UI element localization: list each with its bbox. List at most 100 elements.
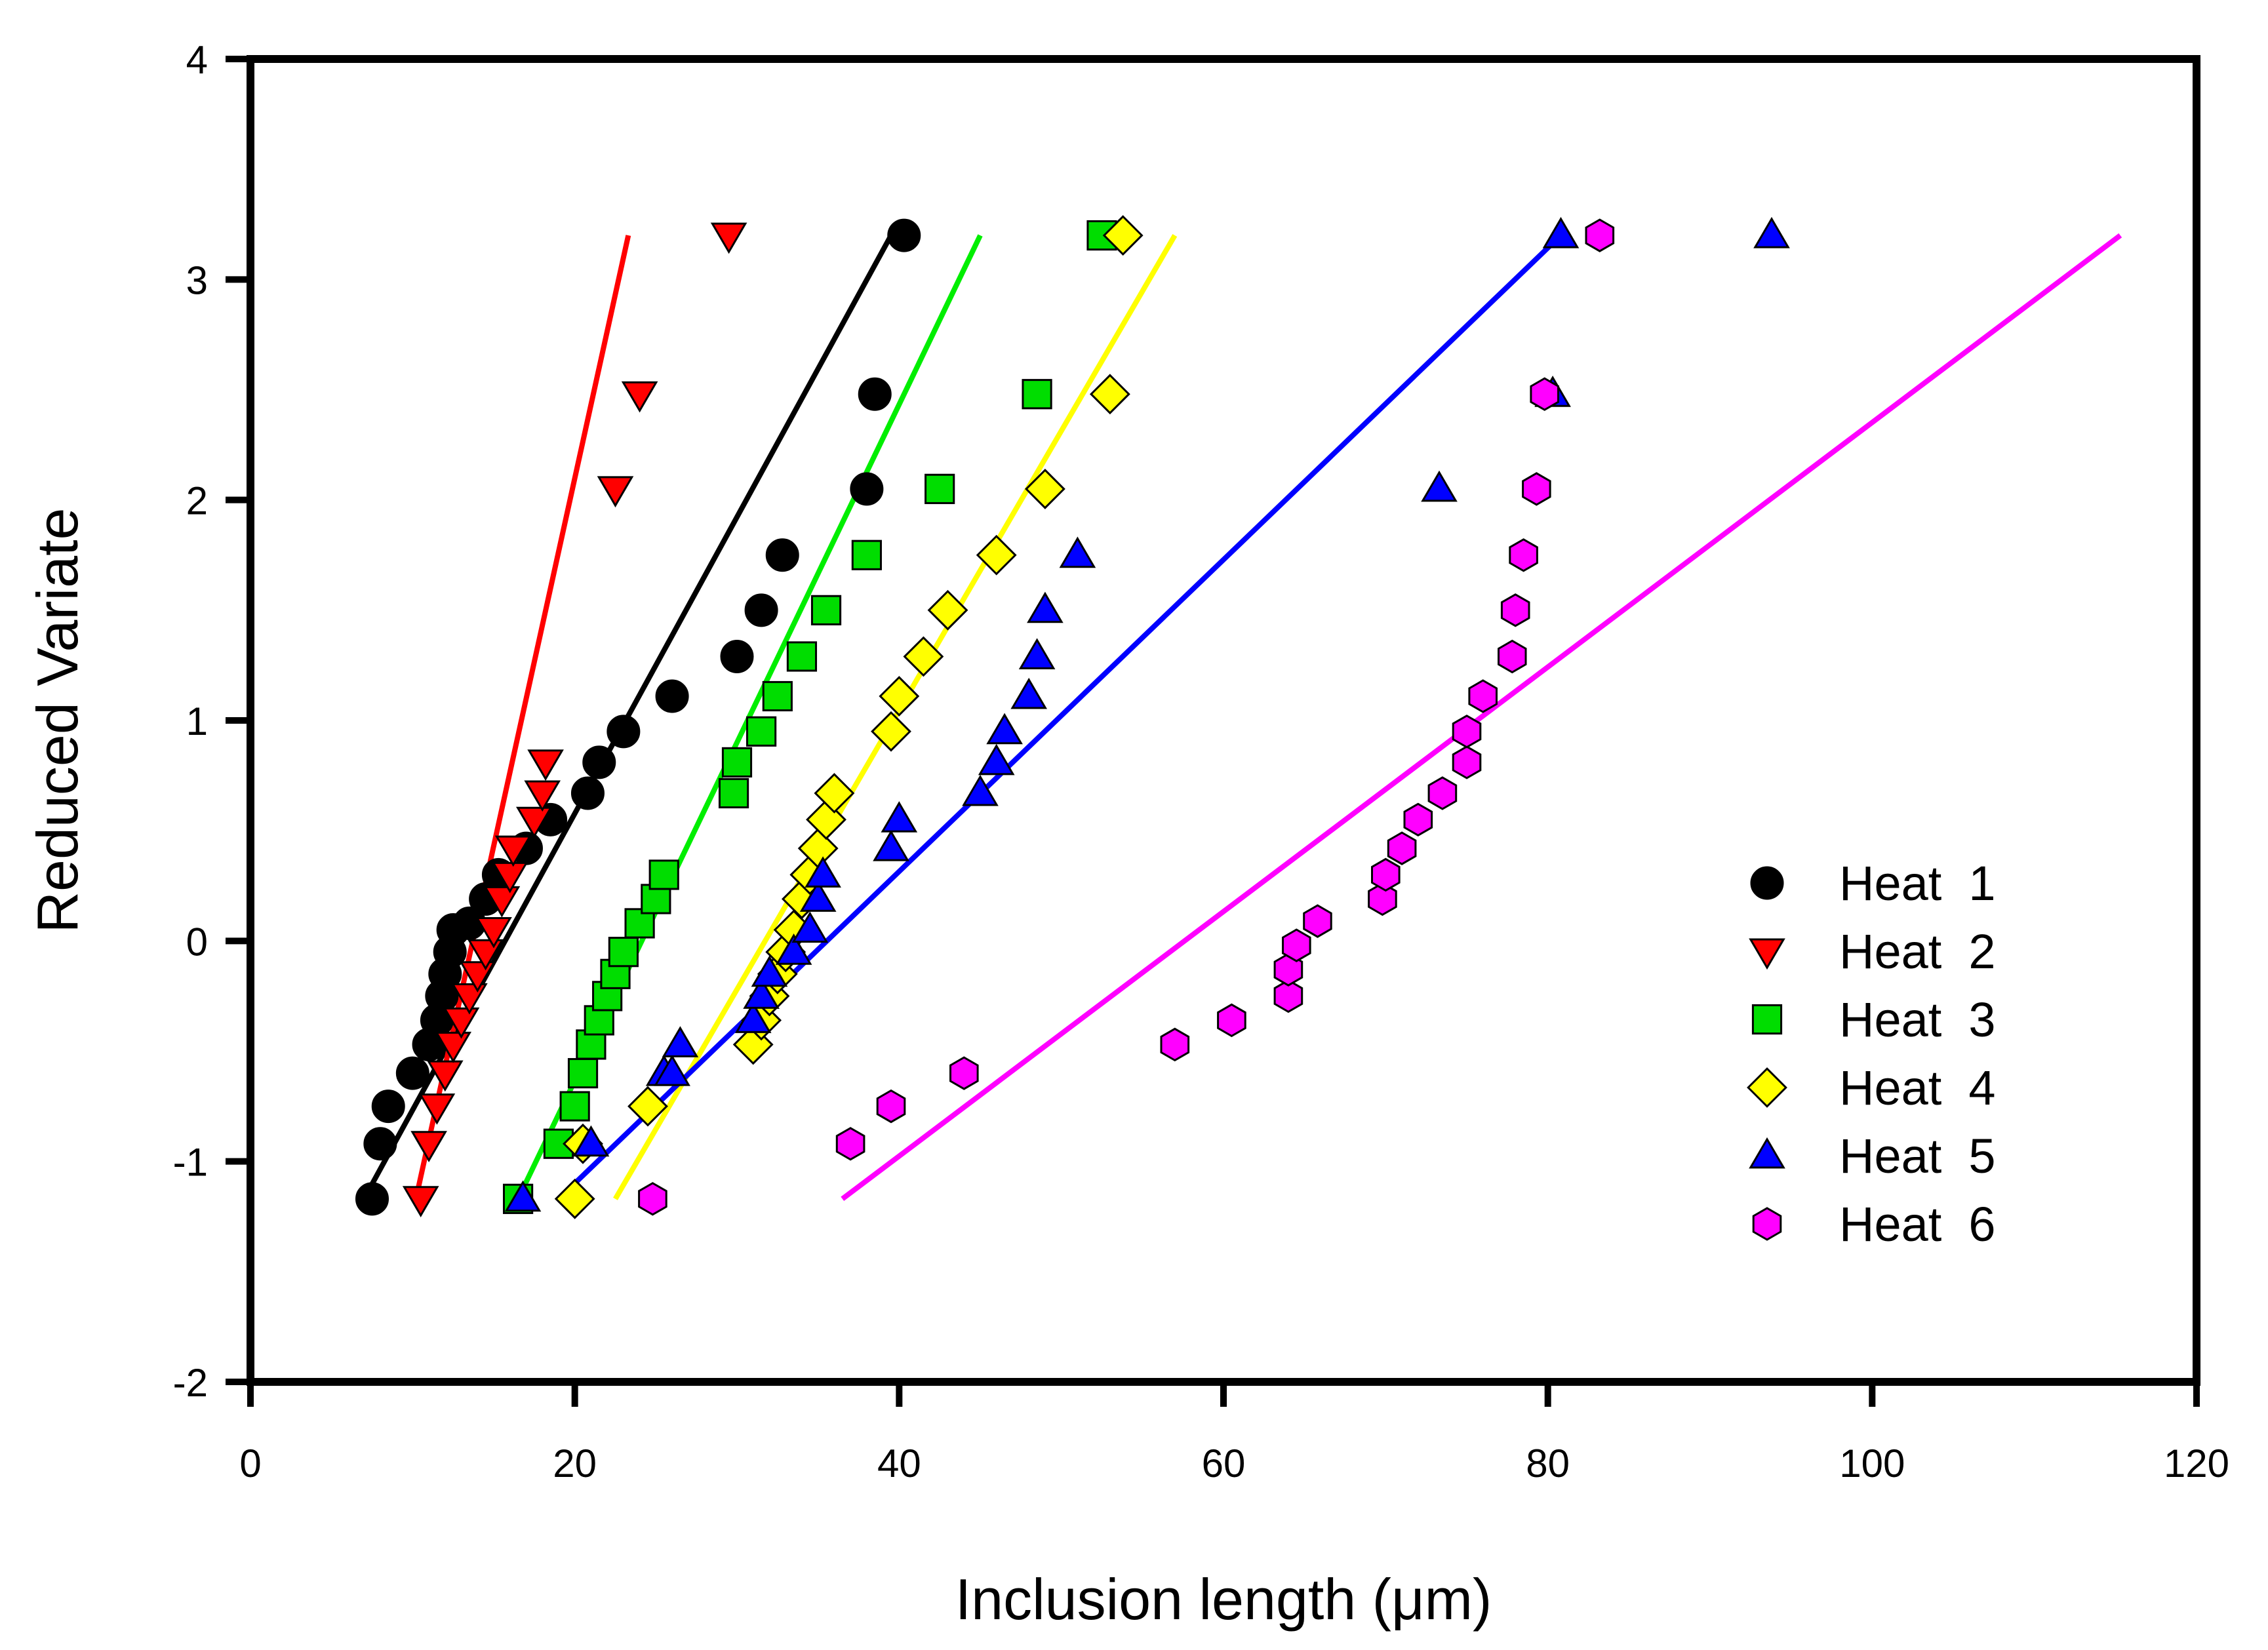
axis-ticks — [226, 56, 2200, 1407]
point-heat-2 — [494, 835, 532, 867]
axis-tick-labels: 0 20 40 60 80 100 120 -2 -1 0 1 2 3 4 — [173, 38, 2229, 1485]
y-tick-label: 1 — [186, 699, 208, 743]
point-heat-3 — [559, 1091, 590, 1122]
x-axis-title: Inclusion length (μm) — [955, 1567, 1492, 1632]
y-tick-label: -1 — [173, 1141, 208, 1185]
point-heat-2 — [524, 780, 561, 812]
point-heat-2 — [621, 381, 658, 413]
point-heat-5 — [873, 829, 909, 861]
point-heat-6 — [1509, 538, 1538, 572]
point-heat-2 — [443, 1007, 480, 1039]
point-heat-3 — [810, 595, 842, 625]
point-heat-6 — [1522, 472, 1551, 506]
point-heat-4 — [1024, 468, 1065, 509]
point-heat-1 — [850, 472, 884, 506]
point-heat-5 — [962, 774, 999, 806]
point-heat-1 — [355, 1182, 389, 1216]
point-heat-4 — [879, 676, 920, 717]
point-heat-1 — [395, 1056, 429, 1090]
point-heat-2 — [710, 222, 747, 254]
point-heat-3 — [851, 540, 882, 570]
point-heat-3 — [762, 680, 793, 712]
point-heat-6 — [1530, 377, 1559, 411]
legend-marker-heat-6 — [1752, 1207, 1782, 1241]
point-heat-2 — [426, 1060, 464, 1092]
point-heat-1 — [887, 218, 921, 252]
x-tick-label: 80 — [1526, 1442, 1570, 1485]
point-heat-4 — [627, 1086, 668, 1127]
legend-label-heat-2: Heat 2 — [1839, 924, 1996, 979]
point-heat-3 — [721, 747, 753, 778]
point-heat-1 — [582, 745, 616, 779]
point-heat-2 — [527, 749, 564, 781]
point-heat-5 — [986, 713, 1023, 745]
point-heat-4 — [554, 1178, 595, 1219]
point-heat-5 — [654, 1054, 690, 1086]
point-heat-2 — [515, 806, 553, 838]
point-heat-5 — [799, 880, 837, 912]
x-tick-label: 0 — [239, 1442, 261, 1485]
point-heat-2 — [491, 861, 528, 894]
x-tick-label: 60 — [1202, 1442, 1246, 1485]
legend: Heat 1 Heat 2 Heat 3 Heat 4 Heat 5 Heat 6 — [1747, 856, 1996, 1251]
point-heat-5 — [1010, 677, 1048, 709]
plot-frame — [247, 55, 2200, 1386]
point-heat-6 — [949, 1056, 979, 1090]
point-heat-3 — [746, 716, 777, 747]
point-heat-5 — [1542, 216, 1580, 248]
fit-line-heat-6 — [841, 233, 2122, 1202]
legend-label-heat-4: Heat 4 — [1839, 1061, 1996, 1115]
point-heat-5 — [1753, 216, 1790, 248]
point-heat-5 — [978, 743, 1015, 776]
point-heat-6 — [1585, 218, 1615, 252]
point-heat-6 — [835, 1127, 865, 1161]
point-heat-6 — [1371, 857, 1401, 892]
point-heat-5 — [881, 801, 918, 833]
point-heat-6 — [1282, 928, 1311, 962]
point-heat-5 — [1018, 638, 1056, 669]
point-heat-6 — [1427, 776, 1458, 810]
point-heat-2 — [435, 1031, 472, 1063]
point-heat-6 — [1368, 882, 1397, 916]
fit-line-heat-5 — [557, 233, 1563, 1201]
point-heat-1 — [720, 639, 754, 673]
point-heat-4 — [927, 589, 968, 631]
y-tick-label: 3 — [186, 258, 208, 302]
point-heat-1 — [607, 715, 641, 749]
point-heat-3 — [1022, 379, 1052, 410]
point-heat-6 — [1273, 979, 1303, 1013]
point-heat-6 — [1452, 715, 1482, 749]
point-heat-6 — [1452, 745, 1482, 779]
point-heat-2 — [597, 476, 634, 508]
point-heat-6 — [1273, 953, 1303, 987]
point-heat-1 — [655, 679, 689, 713]
point-heat-5 — [662, 1026, 699, 1057]
point-heat-6 — [1403, 802, 1433, 837]
y-tick-label: -2 — [173, 1361, 208, 1405]
point-heat-5 — [805, 856, 841, 888]
point-heat-6 — [1217, 1003, 1246, 1038]
x-tick-label: 100 — [1839, 1442, 1905, 1485]
y-tick-label: 4 — [186, 38, 208, 82]
data-points — [355, 215, 1790, 1219]
point-heat-5 — [751, 955, 788, 987]
point-heat-3 — [608, 937, 639, 968]
point-heat-1 — [858, 377, 892, 411]
point-heat-4 — [903, 636, 944, 677]
point-heat-1 — [371, 1090, 405, 1124]
point-heat-5 — [1421, 470, 1458, 502]
point-heat-5 — [743, 977, 780, 1009]
point-heat-1 — [363, 1127, 397, 1161]
point-heat-2 — [483, 886, 521, 918]
point-heat-4 — [814, 773, 855, 814]
legend-marker-heat-3 — [1751, 1004, 1783, 1035]
point-heat-5 — [775, 933, 812, 965]
point-heat-5 — [734, 1002, 772, 1033]
point-heat-3 — [648, 859, 679, 890]
point-heat-3 — [567, 1058, 599, 1089]
legend-marker-heat-1 — [1750, 866, 1784, 900]
point-heat-5 — [791, 911, 829, 943]
legend-marker-heat-4 — [1747, 1067, 1787, 1108]
legend-label-heat-3: Heat 3 — [1839, 992, 1996, 1047]
point-heat-4 — [871, 711, 911, 752]
